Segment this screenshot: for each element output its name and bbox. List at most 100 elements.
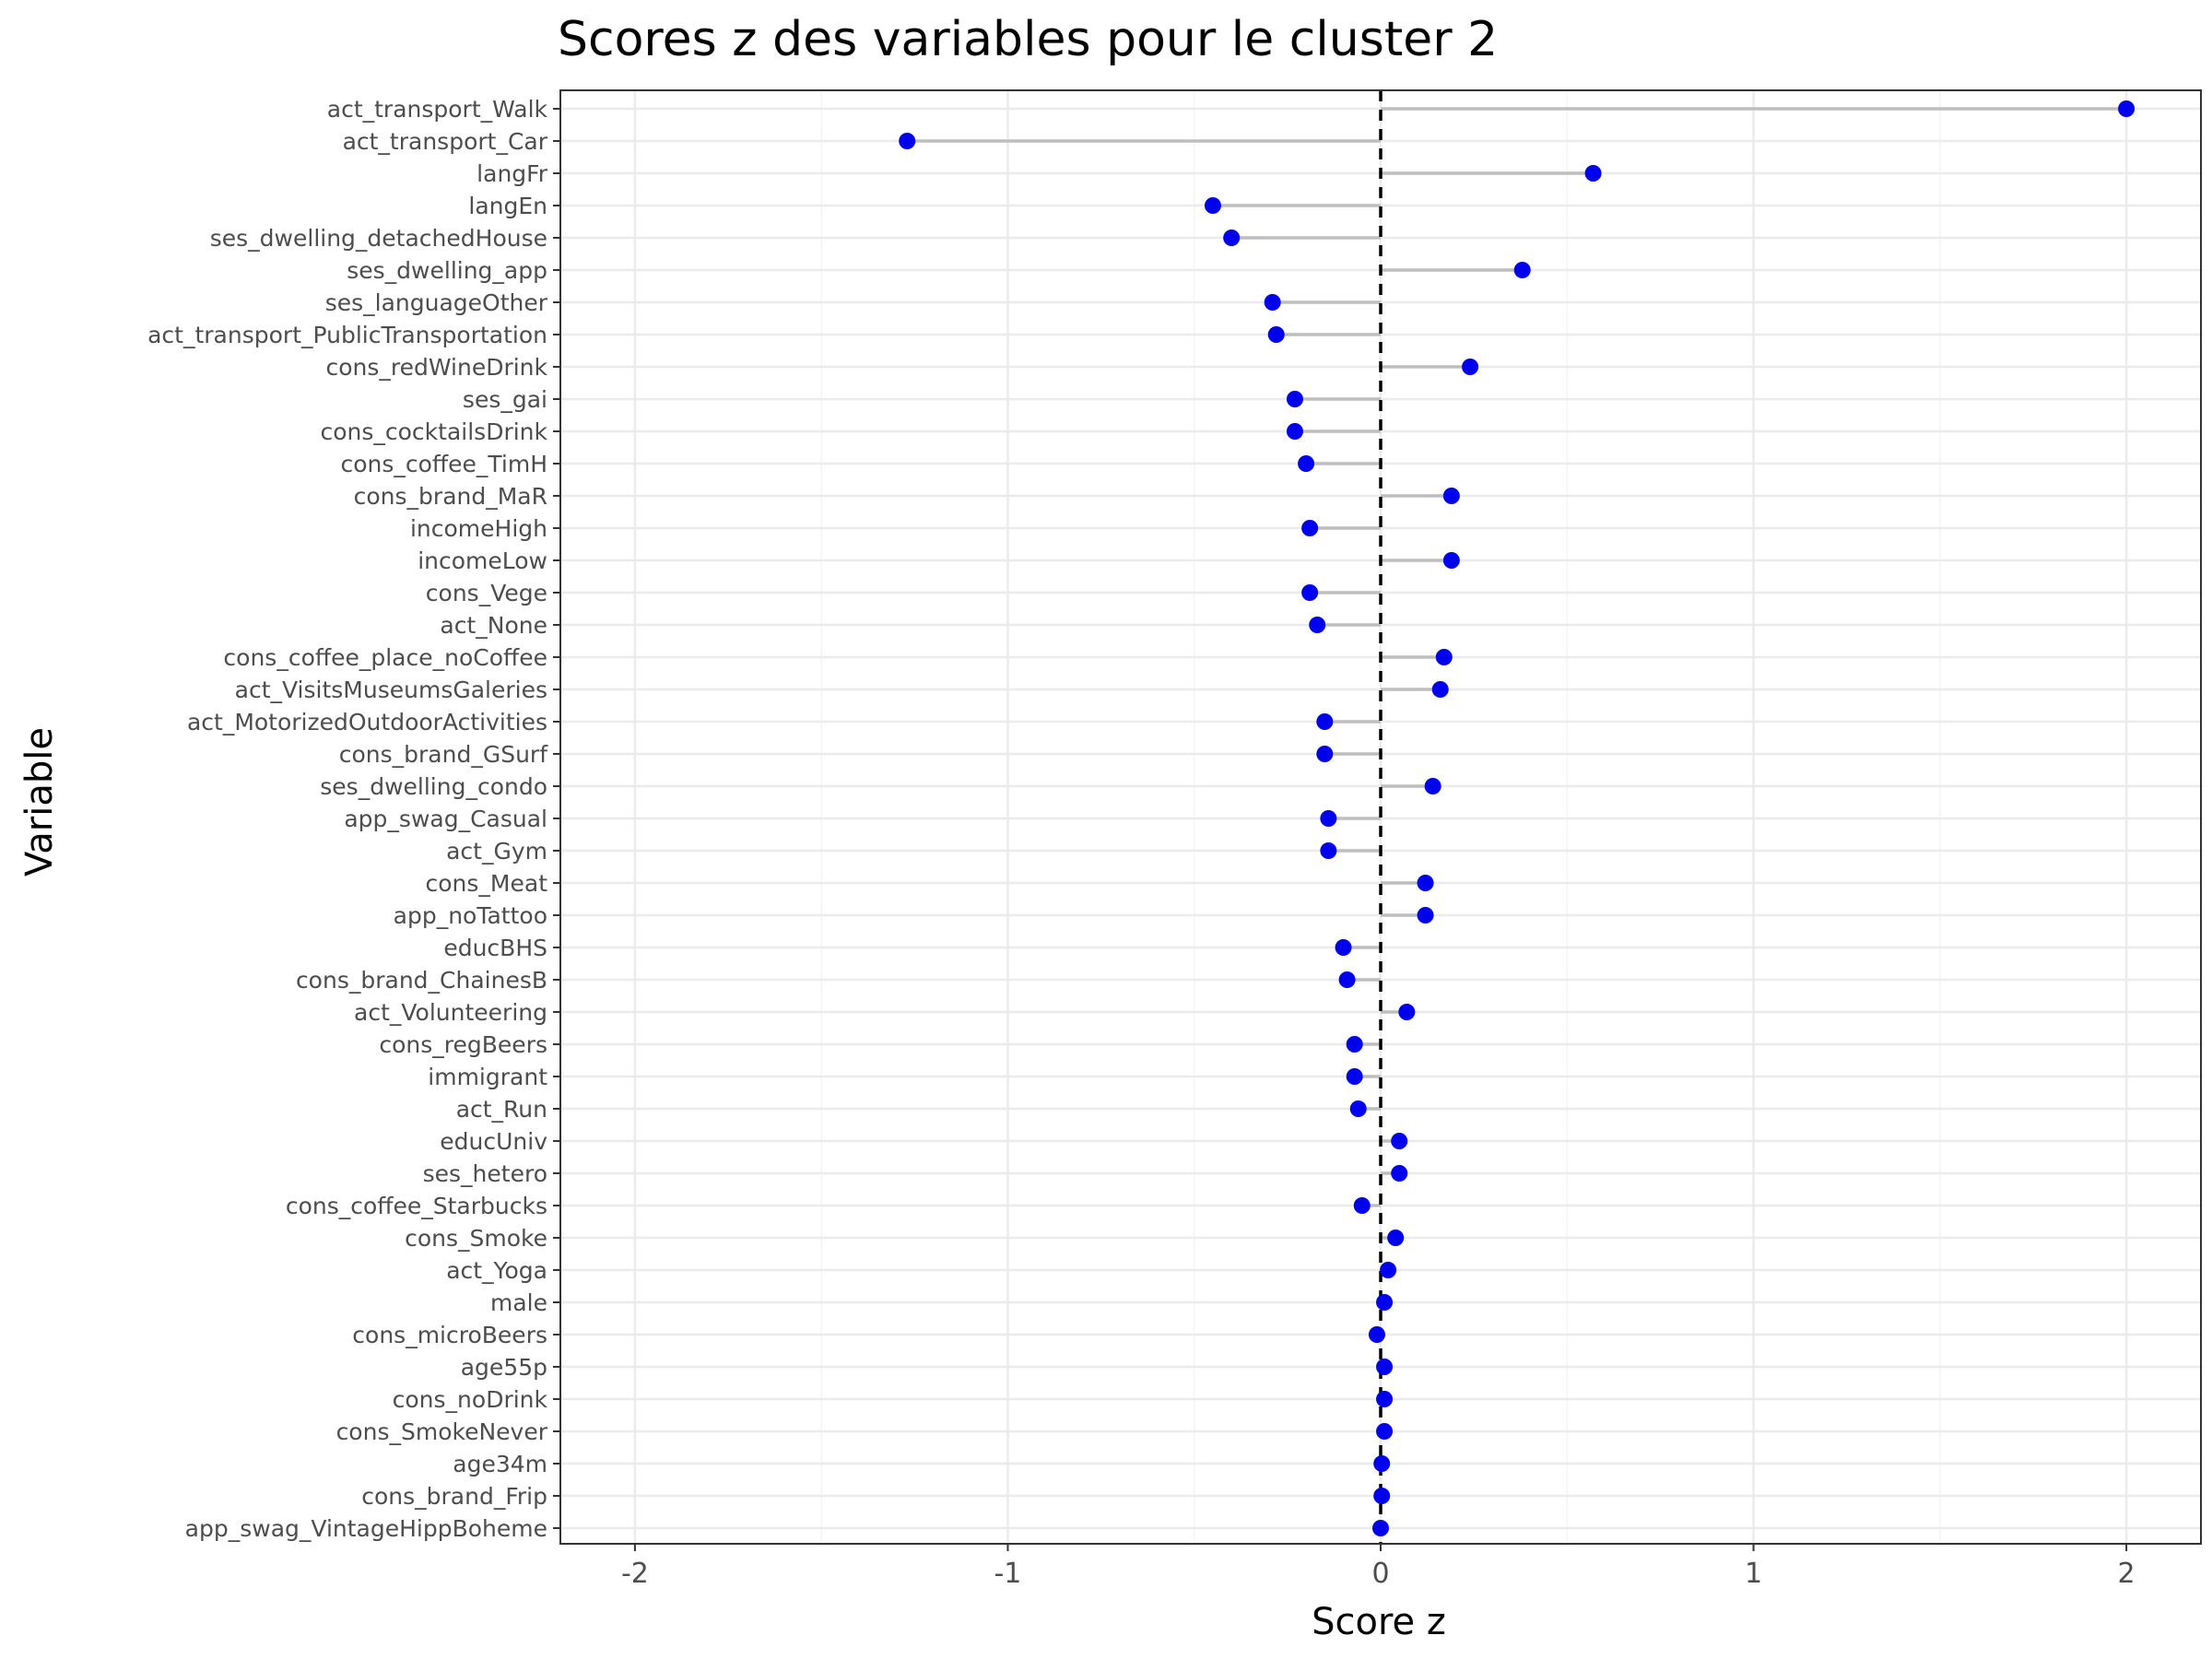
data-point bbox=[1346, 1036, 1363, 1053]
y-tick-label: app_swag_VintageHippBoheme bbox=[185, 1515, 547, 1542]
y-tick-label: cons_noDrink bbox=[393, 1386, 548, 1413]
data-point bbox=[1353, 1197, 1371, 1214]
data-point bbox=[1204, 197, 1221, 214]
y-tick-label: cons_coffee_Starbucks bbox=[286, 1193, 547, 1219]
y-tick-label: cons_brand_MaR bbox=[354, 483, 547, 510]
y-tick-label: cons_brand_ChainesB bbox=[296, 967, 547, 994]
data-point bbox=[1435, 649, 1453, 665]
y-tick-label: cons_brand_Frip bbox=[361, 1483, 547, 1510]
data-point bbox=[1380, 1262, 1397, 1278]
data-point bbox=[1301, 520, 1319, 536]
data-point bbox=[1391, 1133, 1408, 1149]
data-point bbox=[899, 133, 916, 149]
data-point bbox=[1286, 391, 1303, 407]
y-tick-label: act_transport_Car bbox=[343, 128, 548, 155]
data-point bbox=[1398, 1004, 1416, 1020]
y-tick-label: langFr bbox=[477, 160, 548, 187]
data-point bbox=[1338, 971, 1356, 988]
data-point bbox=[1373, 1488, 1391, 1504]
data-point bbox=[1316, 713, 1334, 730]
data-point bbox=[1301, 584, 1319, 601]
data-point bbox=[1264, 294, 1281, 311]
data-point bbox=[1320, 842, 1337, 859]
y-tick-label: act_Volunteering bbox=[354, 999, 547, 1026]
data-point bbox=[1316, 746, 1334, 762]
data-point bbox=[1442, 552, 1460, 569]
data-point bbox=[1417, 907, 1434, 924]
lollipop-stems bbox=[907, 107, 2127, 1498]
data-point bbox=[1376, 1423, 1394, 1440]
y-tick-label: ses_gai bbox=[463, 386, 547, 413]
y-tick-label: act_VisitsMuseumsGaleries bbox=[235, 677, 547, 703]
y-tick-label: ses_hetero bbox=[423, 1160, 547, 1187]
y-tick-label: incomeLow bbox=[418, 547, 547, 574]
y-tick-label: act_Yoga bbox=[446, 1257, 547, 1284]
data-point bbox=[1376, 1391, 1394, 1407]
data-point bbox=[1376, 1359, 1394, 1375]
y-tick-label: act_MotorizedOutdoorActivities bbox=[187, 709, 547, 735]
data-point bbox=[1431, 681, 1449, 698]
y-tick-label: cons_regBeers bbox=[379, 1031, 547, 1058]
data-point bbox=[1320, 810, 1337, 827]
x-axis-title: Score z bbox=[1312, 1601, 1446, 1643]
data-point bbox=[1286, 423, 1303, 440]
data-point bbox=[1391, 1165, 1408, 1182]
lollipop-points bbox=[899, 100, 2136, 1536]
y-tick-label: ses_languageOther bbox=[325, 289, 548, 316]
data-point bbox=[1335, 939, 1352, 956]
data-point bbox=[1373, 1455, 1391, 1472]
y-tick-label: cons_SmokeNever bbox=[336, 1418, 548, 1445]
y-tick-label: age55p bbox=[461, 1354, 547, 1381]
x-tick-label: -2 bbox=[621, 1558, 649, 1590]
y-tick-label: incomeHigh bbox=[410, 515, 547, 542]
y-tick-label: age34m bbox=[453, 1451, 547, 1477]
y-tick-labels: act_transport_Walk act_transport_Car langF… bbox=[147, 96, 560, 1542]
y-tick-label: ses_dwelling_condo bbox=[320, 773, 547, 800]
x-tick-label: 2 bbox=[2118, 1558, 2136, 1590]
data-point bbox=[1424, 778, 1441, 794]
data-point bbox=[1442, 488, 1460, 504]
y-tick-label: cons_cocktailsDrink bbox=[320, 418, 547, 445]
x-tick-label: -1 bbox=[994, 1558, 1021, 1590]
y-tick-label: act_None bbox=[440, 612, 547, 639]
y-tick-label: cons_microBeers bbox=[352, 1322, 547, 1348]
data-point bbox=[1298, 455, 1315, 472]
y-tick-label: educBHS bbox=[443, 935, 547, 961]
data-point bbox=[1462, 359, 1479, 375]
y-tick-label: ses_dwelling_app bbox=[347, 257, 547, 284]
y-tick-label: cons_coffee_TimH bbox=[340, 451, 547, 477]
y-tick-label: cons_redWineDrink bbox=[325, 354, 547, 381]
data-point bbox=[1223, 229, 1241, 246]
x-tick-labels: -2 -1 0 1 2 bbox=[621, 1544, 2136, 1590]
y-tick-label: act_transport_PublicTransportation bbox=[147, 322, 547, 348]
x-tick-label: 1 bbox=[1745, 1558, 1762, 1590]
x-tick-label: 0 bbox=[1371, 1558, 1389, 1590]
y-tick-label: educUniv bbox=[440, 1128, 547, 1155]
data-point bbox=[1368, 1326, 1385, 1343]
y-tick-label: ses_dwelling_detachedHouse bbox=[210, 225, 547, 252]
y-tick-label: act_Gym bbox=[446, 838, 547, 865]
y-axis-title: Variable bbox=[18, 727, 61, 877]
data-point bbox=[1584, 165, 1602, 182]
data-point bbox=[2118, 100, 2136, 117]
data-point bbox=[1309, 617, 1326, 633]
y-tick-label: app_noTattoo bbox=[394, 902, 547, 929]
data-point bbox=[1513, 262, 1531, 278]
y-tick-label: cons_Vege bbox=[426, 580, 547, 606]
y-tick-label: cons_brand_GSurf bbox=[339, 741, 548, 768]
y-tick-label: act_Run bbox=[456, 1096, 547, 1123]
y-tick-label: male bbox=[490, 1289, 547, 1316]
y-tick-label: act_transport_Walk bbox=[327, 96, 548, 123]
data-point bbox=[1267, 326, 1285, 343]
data-point bbox=[1372, 1520, 1389, 1536]
data-point bbox=[1346, 1068, 1363, 1085]
y-tick-label: langEn bbox=[468, 193, 547, 219]
data-point bbox=[1417, 875, 1434, 891]
y-tick-label: immigrant bbox=[428, 1064, 547, 1090]
data-point bbox=[1349, 1100, 1367, 1117]
data-point bbox=[1387, 1230, 1405, 1246]
data-point bbox=[1376, 1294, 1394, 1311]
y-tick-label: cons_coffee_place_noCoffee bbox=[223, 644, 547, 671]
